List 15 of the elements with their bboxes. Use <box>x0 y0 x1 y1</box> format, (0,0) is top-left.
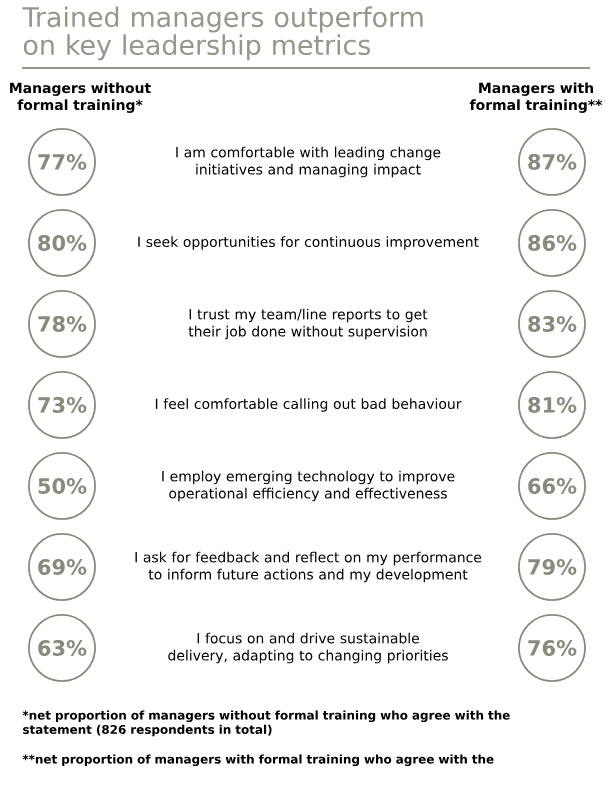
data-label: 80% <box>38 235 87 251</box>
data-label: 50% <box>38 478 87 494</box>
data-label: 79% <box>528 559 577 575</box>
data-label: 83% <box>528 316 577 332</box>
data-label: 63% <box>38 640 87 656</box>
data-label: 76% <box>528 640 577 656</box>
data-label: 87% <box>528 154 577 170</box>
text: Trained managers outperform on key leadership metrics <box>22 6 423 61</box>
data-label: 81% <box>528 397 577 413</box>
data-label: 77% <box>38 154 87 170</box>
data-label: 86% <box>528 235 577 251</box>
data-label: 73% <box>38 397 87 413</box>
data-label: 78% <box>38 316 87 332</box>
data-label: 66% <box>528 478 577 494</box>
data-label: 69% <box>38 559 87 575</box>
